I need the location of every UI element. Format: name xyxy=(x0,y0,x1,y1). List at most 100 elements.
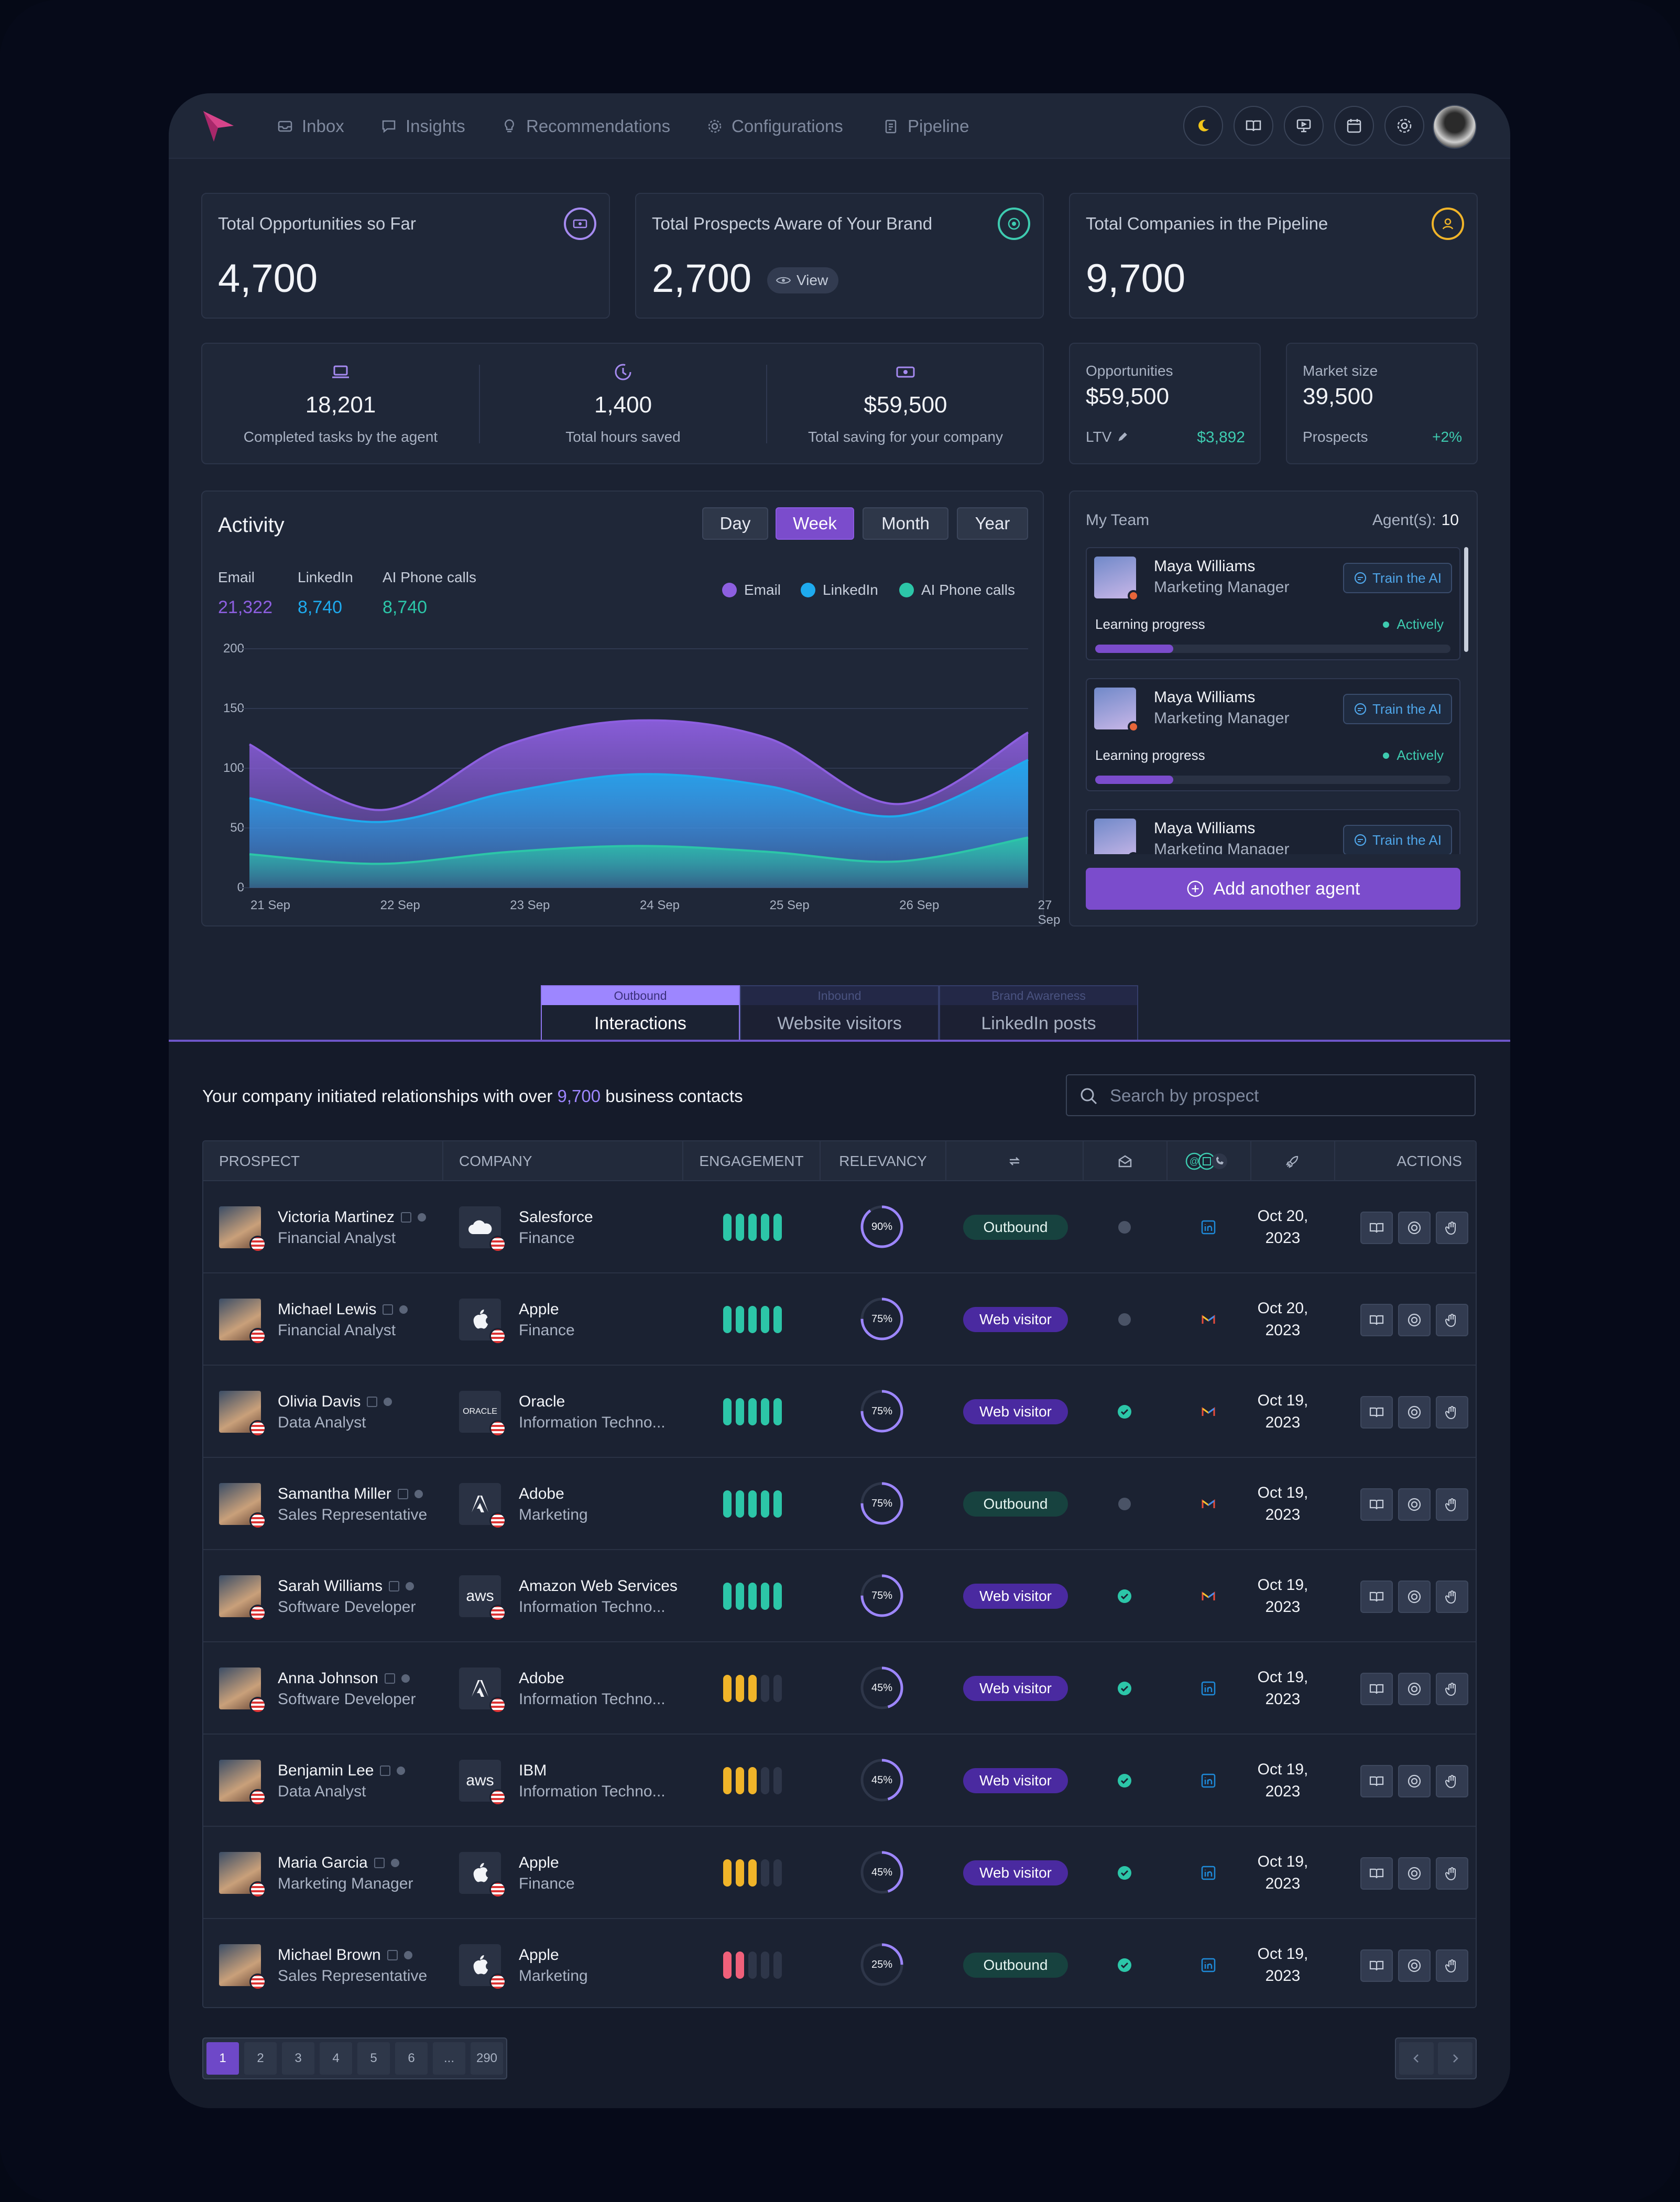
add-agent-button[interactable]: Add another agent xyxy=(1086,868,1460,910)
table-row[interactable]: Sarah Williams Software Developer aws Am… xyxy=(203,1550,1476,1642)
col-email[interactable] xyxy=(1084,1141,1168,1181)
calendar-button[interactable] xyxy=(1334,106,1374,146)
table-row[interactable]: Maria Garcia Marketing Manager Apple Fin… xyxy=(203,1827,1476,1919)
theme-toggle-button[interactable] xyxy=(1183,106,1223,146)
company-name[interactable]: Amazon Web Services xyxy=(519,1577,678,1595)
table-row[interactable]: Michael Brown Sales Representative Apple… xyxy=(203,1919,1476,2007)
info-dot-icon[interactable] xyxy=(406,1582,414,1590)
view-button[interactable]: View xyxy=(767,267,839,293)
nav-item-pipeline[interactable]: Pipeline xyxy=(882,114,969,138)
info-dot-icon[interactable] xyxy=(397,1767,406,1775)
company-name[interactable]: IBM xyxy=(519,1762,547,1779)
pencil-icon[interactable] xyxy=(1117,431,1128,443)
table-row[interactable]: Olivia Davis Data Analyst ORACLE Oracle … xyxy=(203,1366,1476,1458)
nav-item-insights[interactable]: Insights xyxy=(380,114,465,138)
train-ai-button[interactable]: Train the AI xyxy=(1343,563,1452,593)
nav-item-configurations[interactable]: Configurations xyxy=(706,114,843,138)
book-action-button[interactable] xyxy=(1360,1580,1393,1613)
prospect-name[interactable]: Benjamin Lee xyxy=(278,1762,406,1780)
col-company[interactable]: COMPANY xyxy=(443,1141,683,1181)
info-dot-icon[interactable] xyxy=(403,1951,412,1959)
target-action-button[interactable] xyxy=(1398,1304,1431,1336)
prospect-name[interactable]: Samantha Miller xyxy=(278,1485,423,1503)
table-row[interactable]: Samantha Miller Sales Representative Ado… xyxy=(203,1458,1476,1550)
user-avatar[interactable] xyxy=(1433,105,1477,149)
hand-action-button[interactable] xyxy=(1436,1212,1468,1244)
col-relevancy[interactable]: RELEVANCY xyxy=(821,1141,946,1181)
hand-action-button[interactable] xyxy=(1436,1488,1468,1521)
agent-card[interactable]: Maya Williams Marketing Manager Train th… xyxy=(1086,809,1460,854)
company-name[interactable]: Adobe xyxy=(519,1485,564,1502)
train-ai-button[interactable]: Train the AI xyxy=(1343,825,1452,854)
book-action-button[interactable] xyxy=(1360,1765,1393,1797)
table-row[interactable]: Michael Lewis Financial Analyst Apple Fi… xyxy=(203,1273,1476,1366)
page-button[interactable]: 2 xyxy=(244,2042,277,2075)
page-button[interactable]: ... xyxy=(433,2042,465,2075)
presentation-button[interactable] xyxy=(1284,106,1324,146)
settings-button[interactable] xyxy=(1384,106,1424,146)
book-action-button[interactable] xyxy=(1360,1949,1393,1982)
col-type[interactable] xyxy=(946,1141,1084,1181)
prospect-name[interactable]: Maria Garcia xyxy=(278,1854,399,1872)
book-action-button[interactable] xyxy=(1360,1488,1393,1521)
info-dot-icon[interactable] xyxy=(390,1859,399,1867)
team-list[interactable]: Maya Williams Marketing Manager Train th… xyxy=(1086,547,1468,854)
info-dot-icon[interactable] xyxy=(384,1398,392,1406)
table-row[interactable]: Victoria Martinez Financial Analyst Sale… xyxy=(203,1181,1476,1273)
info-dot-icon[interactable] xyxy=(417,1213,426,1222)
company-name[interactable]: Salesforce xyxy=(519,1208,593,1226)
page-button[interactable]: 3 xyxy=(282,2042,314,2075)
prospect-name[interactable]: Michael Brown xyxy=(278,1946,412,1964)
page-button[interactable]: 290 xyxy=(471,2042,503,2075)
company-name[interactable]: Apple xyxy=(519,1854,559,1871)
linkedin-small-icon[interactable] xyxy=(374,1858,385,1868)
book-action-button[interactable] xyxy=(1360,1304,1393,1336)
target-action-button[interactable] xyxy=(1398,1488,1431,1521)
col-engagement[interactable]: ENGAGEMENT xyxy=(683,1141,821,1181)
linkedin-small-icon[interactable] xyxy=(367,1397,378,1407)
next-page-button[interactable] xyxy=(1438,2042,1472,2075)
col-channel[interactable]: @ xyxy=(1168,1141,1251,1181)
table-row[interactable]: Benjamin Lee Data Analyst aws IBM Inform… xyxy=(203,1735,1476,1827)
col-date[interactable] xyxy=(1251,1141,1335,1181)
hand-action-button[interactable] xyxy=(1436,1949,1468,1982)
period-month-button[interactable]: Month xyxy=(863,507,948,540)
book-action-button[interactable] xyxy=(1360,1673,1393,1705)
search-input[interactable] xyxy=(1110,1083,1466,1109)
info-dot-icon[interactable] xyxy=(401,1674,410,1683)
linkedin-small-icon[interactable] xyxy=(383,1304,394,1315)
info-dot-icon[interactable] xyxy=(414,1490,423,1498)
book-action-button[interactable] xyxy=(1360,1396,1393,1429)
linkedin-small-icon[interactable] xyxy=(384,1673,395,1684)
page-button[interactable]: 6 xyxy=(395,2042,428,2075)
page-button[interactable]: 1 xyxy=(206,2042,239,2075)
page-button[interactable]: 4 xyxy=(320,2042,352,2075)
prospect-name[interactable]: Victoria Martinez xyxy=(278,1208,426,1226)
docs-button[interactable] xyxy=(1234,106,1273,146)
hand-action-button[interactable] xyxy=(1436,1580,1468,1613)
nav-item-inbox[interactable]: Inbox xyxy=(277,114,344,138)
tab-linkedin-posts[interactable]: Brand Awareness LinkedIn posts xyxy=(939,985,1138,1041)
page-button[interactable]: 5 xyxy=(357,2042,390,2075)
company-name[interactable]: Oracle xyxy=(519,1393,565,1410)
target-action-button[interactable] xyxy=(1398,1857,1431,1890)
book-action-button[interactable] xyxy=(1360,1212,1393,1244)
book-action-button[interactable] xyxy=(1360,1857,1393,1890)
company-name[interactable]: Apple xyxy=(519,1946,559,1964)
agent-card[interactable]: Maya Williams Marketing Manager Train th… xyxy=(1086,678,1460,791)
target-action-button[interactable] xyxy=(1398,1212,1431,1244)
hand-action-button[interactable] xyxy=(1436,1673,1468,1705)
table-row[interactable]: Anna Johnson Software Developer Adobe In… xyxy=(203,1642,1476,1735)
period-year-button[interactable]: Year xyxy=(957,507,1028,540)
linkedin-small-icon[interactable] xyxy=(380,1765,391,1776)
brand-logo-icon[interactable] xyxy=(200,108,237,145)
target-action-button[interactable] xyxy=(1398,1673,1431,1705)
target-action-button[interactable] xyxy=(1398,1949,1431,1982)
hand-action-button[interactable] xyxy=(1436,1304,1468,1336)
prospect-name[interactable]: Sarah Williams xyxy=(278,1577,414,1595)
period-week-button[interactable]: Week xyxy=(776,507,854,540)
tab-interactions[interactable]: Outbound Interactions xyxy=(541,985,740,1041)
hand-action-button[interactable] xyxy=(1436,1857,1468,1890)
col-prospect[interactable]: PROSPECT xyxy=(203,1141,443,1181)
linkedin-small-icon[interactable] xyxy=(397,1489,408,1499)
